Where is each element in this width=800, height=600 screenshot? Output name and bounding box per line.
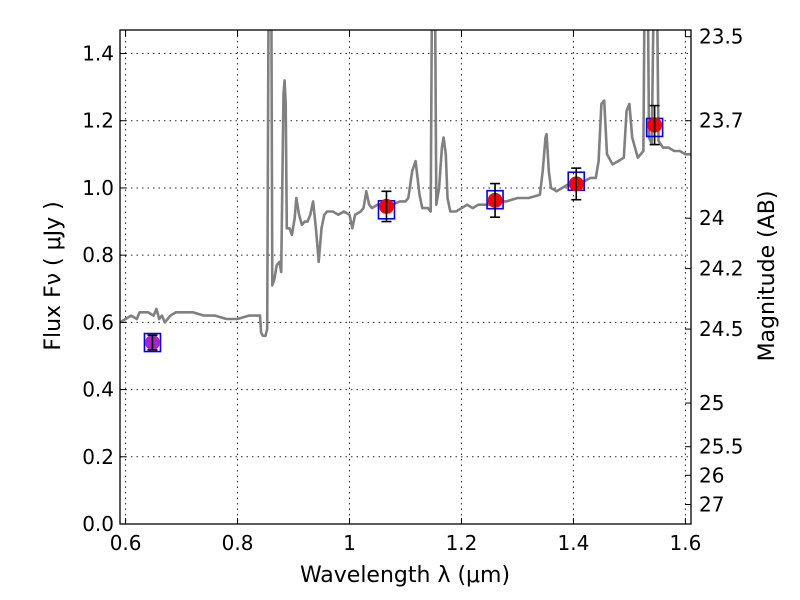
model-photometry-box bbox=[143, 332, 162, 353]
y-tick-label: 1.2 bbox=[82, 109, 114, 133]
plot-frame bbox=[119, 29, 692, 525]
y2-axis-label: Magnitude (AB) bbox=[755, 191, 780, 362]
model-spectrum-layer bbox=[120, 30, 691, 338]
y2-tick-label: 27 bbox=[699, 493, 724, 517]
y2-tick-label: 24.5 bbox=[699, 317, 744, 341]
y-tick-label: 0.2 bbox=[82, 445, 114, 469]
y-tick-label: 1.4 bbox=[82, 42, 114, 66]
y-axis-ticks: 0.0 0.2 0.4 0.6 0.8 1.0 1.2 1.4 bbox=[82, 42, 126, 536]
y2-tick-label: 25 bbox=[699, 391, 724, 415]
observed-photometry-layer bbox=[144, 104, 663, 351]
y2-tick-label: 26 bbox=[699, 463, 724, 487]
x-tick-label: 1.6 bbox=[669, 531, 701, 555]
y2-tick-label: 24 bbox=[699, 206, 724, 230]
y2-axis-ticks: 23.5 23.7 24 24.2 24.5 25 25.5 26 27 bbox=[685, 25, 744, 517]
x-tick-label: 1 bbox=[343, 531, 356, 555]
x-axis-label: Wavelength λ (μm) bbox=[300, 563, 510, 588]
y2-tick-label: 25.5 bbox=[699, 435, 744, 459]
y2-tick-label: 23.5 bbox=[699, 25, 744, 49]
y-tick-label: 0.4 bbox=[82, 378, 114, 402]
x-tick-label: 1.2 bbox=[446, 531, 478, 555]
model-spectrum-line bbox=[120, 30, 691, 338]
x-axis-ticks: 0.6 0.8 1 1.2 1.4 1.6 bbox=[110, 30, 701, 555]
y-tick-label: 1.0 bbox=[82, 176, 114, 200]
x-tick-label: 1.4 bbox=[558, 531, 590, 555]
x-tick-label: 0.6 bbox=[110, 531, 142, 555]
y-tick-label: 0.6 bbox=[82, 310, 114, 334]
y-tick-label: 0.8 bbox=[82, 243, 114, 267]
x-tick-label: 0.8 bbox=[222, 531, 254, 555]
y2-tick-label: 23.7 bbox=[699, 109, 744, 133]
y-tick-label: 0.0 bbox=[82, 512, 114, 536]
y2-tick-label: 24.2 bbox=[699, 257, 744, 281]
y-axis-label: Flux Fν ( μJy ) bbox=[41, 201, 66, 350]
